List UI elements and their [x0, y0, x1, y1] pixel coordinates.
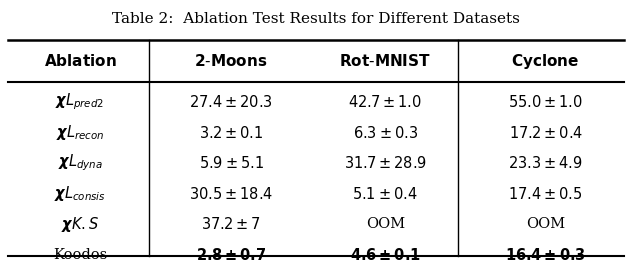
Text: $5.1 \pm 0.4$: $5.1 \pm 0.4$ — [353, 186, 418, 202]
Text: $17.4 \pm 0.5$: $17.4 \pm 0.5$ — [508, 186, 583, 202]
Text: $27.4 \pm 20.3$: $27.4 \pm 20.3$ — [189, 94, 273, 110]
Text: $5.9 \pm 5.1$: $5.9 \pm 5.1$ — [198, 155, 264, 171]
Text: $3.2 \pm 0.1$: $3.2 \pm 0.1$ — [199, 125, 263, 141]
Text: $31.7 \pm 28.9$: $31.7 \pm 28.9$ — [344, 155, 427, 171]
Text: $23.3 \pm 4.9$: $23.3 \pm 4.9$ — [508, 155, 583, 171]
Text: $\boldsymbol{\chi}L_{dyna}$: $\boldsymbol{\chi}L_{dyna}$ — [58, 153, 102, 173]
Text: $17.2 \pm 0.4$: $17.2 \pm 0.4$ — [509, 125, 583, 141]
Text: $\mathbf{4.6 \pm 0.1}$: $\mathbf{4.6 \pm 0.1}$ — [349, 247, 421, 263]
Text: Table 2:  Ablation Test Results for Different Datasets: Table 2: Ablation Test Results for Diffe… — [112, 12, 520, 26]
Text: $\boldsymbol{\chi}L_{pred2}$: $\boldsymbol{\chi}L_{pred2}$ — [56, 92, 105, 113]
Text: $6.3 \pm 0.3$: $6.3 \pm 0.3$ — [353, 125, 418, 141]
Text: $\mathbf{2.8 \pm 0.7}$: $\mathbf{2.8 \pm 0.7}$ — [196, 247, 266, 263]
Text: $\mathbf{2\text{-}Moons}$: $\mathbf{2\text{-}Moons}$ — [195, 53, 268, 69]
Text: $\mathbf{Cyclone}$: $\mathbf{Cyclone}$ — [511, 51, 580, 70]
Text: OOM: OOM — [366, 217, 404, 231]
Text: $\mathbf{16.4 \pm 0.3}$: $\mathbf{16.4 \pm 0.3}$ — [505, 247, 586, 263]
Text: Koodos: Koodos — [53, 248, 107, 262]
Text: $\boldsymbol{\chi}L_{consis}$: $\boldsymbol{\chi}L_{consis}$ — [54, 184, 106, 203]
Text: $30.5 \pm 18.4$: $30.5 \pm 18.4$ — [189, 186, 273, 202]
Text: $42.7 \pm 1.0$: $42.7 \pm 1.0$ — [348, 94, 422, 110]
Text: $\mathbf{Ablation}$: $\mathbf{Ablation}$ — [44, 53, 116, 69]
Text: $\boldsymbol{\chi}K.S$: $\boldsymbol{\chi}K.S$ — [61, 215, 99, 234]
Text: $37.2 \pm 7$: $37.2 \pm 7$ — [201, 216, 261, 232]
Text: $\boldsymbol{\chi}L_{recon}$: $\boldsymbol{\chi}L_{recon}$ — [56, 123, 104, 142]
Text: $\mathbf{Rot\text{-}MNIST}$: $\mathbf{Rot\text{-}MNIST}$ — [339, 53, 431, 69]
Text: $55.0 \pm 1.0$: $55.0 \pm 1.0$ — [508, 94, 583, 110]
Text: OOM: OOM — [526, 217, 565, 231]
